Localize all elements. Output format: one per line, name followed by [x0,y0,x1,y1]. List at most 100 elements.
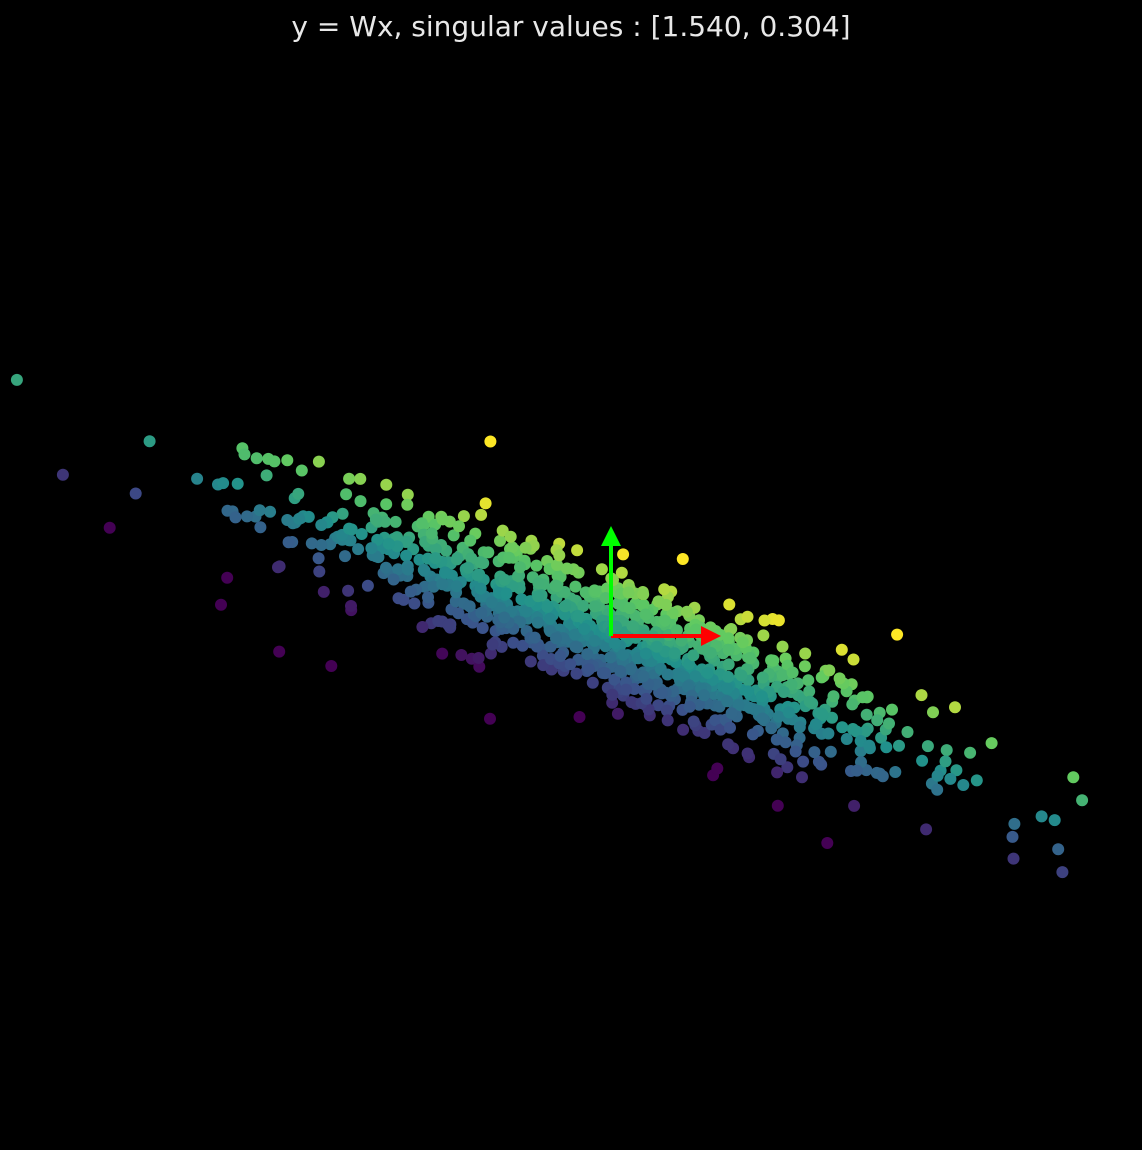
data-point [422,591,434,604]
data-point [312,455,325,468]
data-point [595,563,608,576]
data-point [721,682,733,695]
data-point [484,435,497,448]
data-point [893,739,905,752]
data-point [623,602,636,615]
data-point [10,373,23,386]
data-point [637,670,650,683]
data-point [475,508,488,521]
data-point [677,723,690,736]
data-point [352,543,365,556]
data-point [415,517,428,530]
data-point [465,552,478,565]
data-point [504,530,517,543]
data-point [949,701,961,714]
data-point [639,608,652,621]
data-point [687,649,700,662]
data-point [779,736,792,749]
data-point [570,667,583,680]
data-point [723,598,736,611]
data-point [268,455,281,468]
data-point [802,674,815,687]
data-point [569,640,582,653]
data-point [340,488,353,501]
data-point [455,649,468,661]
data-point [191,472,204,485]
data-point [550,632,562,645]
data-point [429,543,442,556]
data-point [568,628,581,641]
data-point [450,553,463,566]
data-point [417,563,430,576]
data-point [689,670,702,683]
data-point [683,700,696,713]
data-point [401,488,414,501]
data-point [549,579,562,592]
data-point [774,753,787,766]
data-point [736,636,749,649]
data-point [260,469,273,482]
data-point [336,507,349,520]
data-point [221,504,234,517]
data-point [452,607,465,620]
data-point [927,706,939,719]
data-point [735,669,748,682]
data-point [572,610,585,623]
data-point [886,703,898,716]
data-point [771,799,784,812]
data-point [473,660,486,673]
data-point [681,680,694,693]
data-point [475,606,488,619]
data-point [901,726,914,738]
data-point [282,536,295,549]
data-point [732,699,745,712]
data-point [650,640,663,653]
data-point [1035,810,1048,823]
data-point [854,745,867,758]
data-point [846,698,859,711]
data-point [863,739,876,752]
data-point [498,611,511,624]
data-point [250,452,263,465]
data-point [281,454,294,467]
data-point [614,665,627,677]
data-point [524,655,537,668]
data-point [850,725,863,738]
data-point [639,647,652,660]
data-point [816,708,828,721]
data-point [400,549,413,562]
data-point [253,504,266,517]
data-point [964,746,977,759]
data-point [442,618,455,631]
data-point [554,650,567,662]
data-point [772,710,785,723]
data-point [380,498,393,511]
data-point [143,435,156,448]
data-point [345,600,357,612]
data-point [606,688,619,701]
data-point [756,671,769,684]
data-point [822,727,835,740]
data-point [532,590,545,603]
data-point [599,667,612,680]
data-point [725,707,738,720]
data-point [588,634,601,647]
data-point [722,738,735,751]
data-point [939,755,952,768]
data-point [429,552,442,565]
data-point [789,745,802,758]
data-point [676,553,689,565]
data-point [680,605,693,618]
data-point [462,561,475,574]
data-point [401,563,414,576]
data-point [725,623,738,635]
data-point [221,571,234,584]
data-point [889,766,902,778]
data-point [559,600,572,613]
data-point [520,605,533,618]
data-point [324,538,337,551]
data-point [916,754,929,767]
data-point [856,691,869,704]
data-point [551,559,563,571]
data-point [777,686,790,698]
